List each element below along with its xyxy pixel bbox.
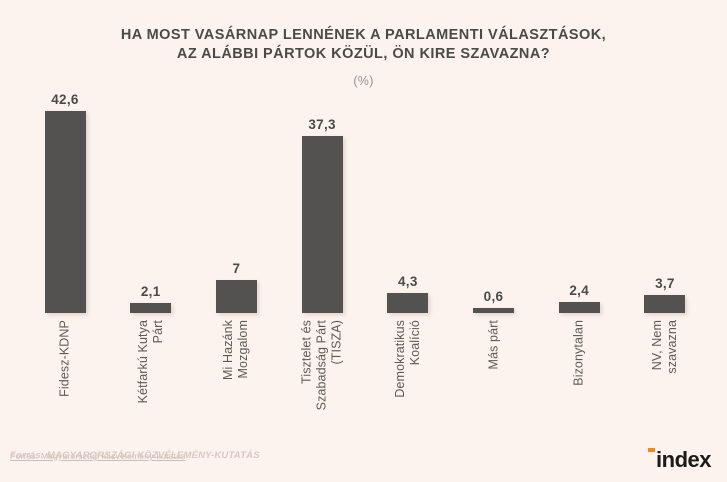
bar-value-label: 7	[232, 261, 241, 276]
x-axis-label-line: Bizonytalan	[571, 320, 586, 386]
logo-accent-dot-icon	[648, 448, 655, 452]
bar[interactable]	[558, 302, 600, 313]
x-axis-label-slot: Mi Hazánk Mozgalom	[197, 320, 275, 440]
x-axis-label-line: Mozgalom	[236, 320, 251, 379]
index-logo: index	[656, 447, 711, 472]
x-axis-label-line: Demokratikus	[392, 320, 407, 398]
x-axis-label: Mi Hazánk Mozgalom	[221, 320, 251, 380]
x-axis-label: Bizonytalan	[572, 320, 587, 386]
x-axis-labels: Fidesz-KDNP Kétfarkú Kutya Párt Mi Hazánk Mo…	[26, 320, 704, 440]
chart-subtitle: (%)	[353, 74, 374, 88]
x-axis-label-line: Más párt	[486, 320, 501, 370]
x-axis-label-line: (TISZA)	[329, 320, 344, 365]
source-note: Forrás: MAGYARORSZÁGI KÖZVÉLEMÉNY-KUTATÁ…	[10, 450, 260, 461]
bar[interactable]	[387, 293, 429, 313]
chart-title-line-2: AZ ALÁBBI PÁRTOK KÖZÜL, ÖN KIRE SZAVAZNA…	[176, 46, 551, 62]
bar-value-label: 42,6	[51, 92, 79, 107]
x-axis-label-slot: Fidesz-KDNP	[26, 320, 104, 440]
x-axis-label-line: szavazna	[664, 320, 679, 374]
page-title: HA MOST VASÁRNAP LENNÉNEK A PARLAMENTI V…	[0, 26, 727, 64]
bar[interactable]	[473, 308, 515, 313]
bar[interactable]	[644, 295, 686, 313]
bar-value-label: 0,6	[483, 289, 504, 304]
x-axis-label-slot: NV, Nem szavazna	[626, 320, 704, 440]
bar-value-label: 4,3	[397, 274, 418, 289]
bar-value-label: 37,3	[308, 117, 336, 132]
bar-group: 3,7	[626, 86, 704, 313]
chart-title-line-1: HA MOST VASÁRNAP LENNÉNEK A PARLAMENTI V…	[120, 27, 607, 43]
x-axis-label: Más párt	[486, 320, 501, 369]
x-axis-label-slot: Kétfarkú Kutya Párt	[112, 320, 190, 440]
bar-series: 42,6 2,1 7 37,3 4,3 0,6 2,4 3,7	[26, 86, 704, 313]
bar-group: 37,3	[283, 86, 361, 313]
bar[interactable]	[44, 111, 86, 313]
x-axis-label-line: Fidesz-KDNP	[57, 320, 72, 397]
x-axis-label: Kétfarkú Kutya Párt	[136, 320, 166, 403]
x-axis-label-line: Tisztelet és	[299, 320, 314, 384]
x-axis-label-slot: Más párt	[455, 320, 533, 440]
chart-baseline	[26, 313, 704, 314]
bar[interactable]	[215, 280, 257, 313]
bar-value-label: 3,7	[655, 276, 675, 291]
bar-value-label: 2,4	[569, 283, 590, 298]
bar[interactable]	[130, 303, 172, 313]
bar-group: 7	[197, 86, 275, 313]
x-axis-label: Fidesz-KDNP	[58, 320, 73, 397]
source-underlay: Forrás: Magyarországi közvélemény-kutatá…	[10, 451, 186, 461]
x-axis-label-line: Koalíció	[407, 320, 422, 366]
bar-value-label: 2,1	[140, 284, 161, 299]
x-axis-label-line: Mi Hazánk	[221, 320, 236, 380]
x-axis-label-line: Párt	[150, 320, 165, 344]
chart-header: HA MOST VASÁRNAP LENNÉNEK A PARLAMENTI V…	[0, 26, 727, 88]
x-axis-label-line: NV, Nem	[649, 320, 664, 371]
bar-group: 2,1	[112, 86, 190, 313]
x-axis-label-slot: Bizonytalan	[540, 320, 618, 440]
bar[interactable]	[301, 136, 343, 313]
x-axis-label-slot: Tisztelet és Szabadság Párt (TISZA)	[283, 320, 361, 440]
bar-group: 0,6	[455, 86, 533, 313]
chart-footer: Forrás: Magyarországi közvélemény-kutatá…	[0, 442, 727, 482]
bar-group: 2,4	[540, 86, 618, 313]
x-axis-label: Demokratikus Koalíció	[393, 320, 423, 398]
x-axis-label-line: Szabadság Párt	[314, 320, 329, 411]
x-axis-label-slot: Demokratikus Koalíció	[369, 320, 447, 440]
bar-group: 4,3	[369, 86, 447, 313]
x-axis-label: Tisztelet és Szabadság Párt (TISZA)	[300, 320, 345, 410]
x-axis-label: NV, Nem szavazna	[650, 320, 680, 374]
x-axis-label-line: Kétfarkú Kutya	[135, 320, 150, 404]
bar-group: 42,6	[26, 86, 104, 313]
